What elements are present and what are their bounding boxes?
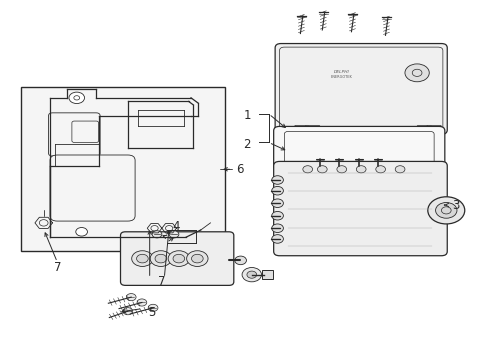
Circle shape bbox=[271, 235, 283, 243]
Circle shape bbox=[76, 228, 87, 236]
Text: 7: 7 bbox=[158, 275, 165, 288]
FancyBboxPatch shape bbox=[273, 126, 444, 170]
Circle shape bbox=[131, 251, 153, 266]
Circle shape bbox=[242, 267, 261, 282]
FancyBboxPatch shape bbox=[50, 155, 135, 221]
Circle shape bbox=[168, 251, 189, 266]
Circle shape bbox=[126, 293, 136, 301]
Text: 6: 6 bbox=[235, 163, 243, 176]
Circle shape bbox=[271, 176, 283, 184]
FancyBboxPatch shape bbox=[416, 125, 431, 133]
Circle shape bbox=[404, 64, 428, 82]
FancyBboxPatch shape bbox=[48, 113, 100, 156]
Circle shape bbox=[394, 166, 404, 173]
FancyBboxPatch shape bbox=[273, 161, 447, 256]
Circle shape bbox=[122, 307, 132, 315]
Text: 2: 2 bbox=[243, 138, 250, 151]
Circle shape bbox=[246, 271, 256, 278]
Circle shape bbox=[136, 254, 148, 263]
Text: 7: 7 bbox=[54, 261, 61, 274]
Circle shape bbox=[150, 251, 171, 266]
FancyBboxPatch shape bbox=[426, 125, 441, 133]
Circle shape bbox=[234, 256, 246, 265]
Text: 4: 4 bbox=[172, 220, 180, 233]
Circle shape bbox=[271, 224, 283, 233]
Circle shape bbox=[435, 203, 456, 218]
Bar bbox=[21, 87, 224, 251]
Circle shape bbox=[427, 197, 464, 224]
Circle shape bbox=[336, 166, 346, 173]
Circle shape bbox=[137, 299, 146, 306]
Circle shape bbox=[317, 166, 326, 173]
Circle shape bbox=[186, 251, 207, 266]
FancyBboxPatch shape bbox=[294, 125, 308, 133]
FancyBboxPatch shape bbox=[120, 232, 233, 285]
Circle shape bbox=[148, 304, 158, 311]
Circle shape bbox=[69, 92, 84, 104]
Text: ENERGOTEK: ENERGOTEK bbox=[330, 75, 352, 79]
Circle shape bbox=[152, 231, 162, 238]
Circle shape bbox=[169, 231, 179, 238]
FancyBboxPatch shape bbox=[72, 121, 99, 143]
Bar bbox=[261, 270, 272, 279]
FancyBboxPatch shape bbox=[305, 125, 319, 133]
Circle shape bbox=[356, 166, 366, 173]
FancyBboxPatch shape bbox=[275, 44, 447, 134]
Text: 5: 5 bbox=[148, 306, 156, 319]
Circle shape bbox=[271, 211, 283, 220]
Text: 3: 3 bbox=[451, 198, 459, 212]
Circle shape bbox=[375, 166, 385, 173]
Circle shape bbox=[173, 254, 184, 263]
Text: 1: 1 bbox=[243, 109, 250, 122]
Circle shape bbox=[271, 199, 283, 207]
Circle shape bbox=[302, 166, 312, 173]
Circle shape bbox=[155, 254, 166, 263]
Circle shape bbox=[191, 254, 203, 263]
Text: DELPHI: DELPHI bbox=[333, 70, 349, 74]
Circle shape bbox=[271, 186, 283, 195]
